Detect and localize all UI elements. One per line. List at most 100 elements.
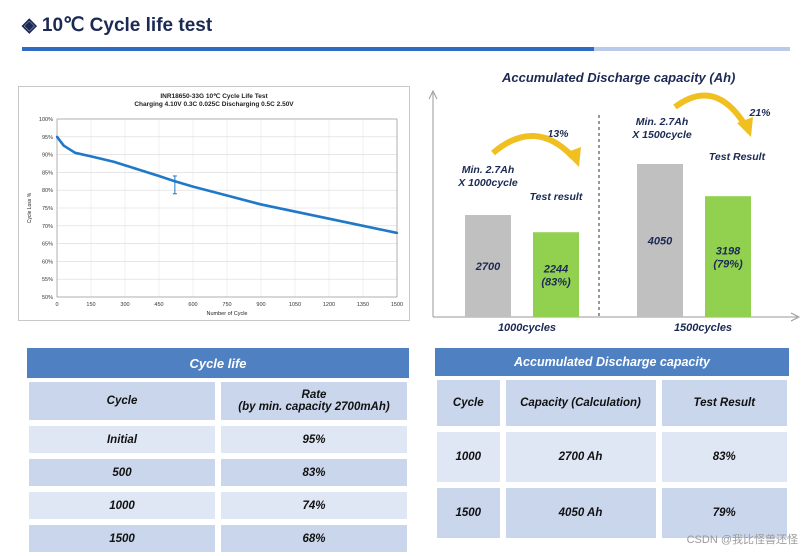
capacity-cell: 2700 Ah bbox=[503, 430, 658, 484]
test-result-value-label: 2244 bbox=[543, 264, 568, 276]
plot-frame bbox=[56, 118, 398, 298]
y-tick-label: 100% bbox=[39, 117, 53, 123]
cycle-table-header-rate: Rate (by min. capacity 2700mAh) bbox=[219, 380, 409, 422]
cycle-table-title: Cycle life bbox=[27, 348, 409, 378]
category-label: 1500cycles bbox=[674, 322, 732, 334]
rate-cell: 68% bbox=[219, 523, 409, 554]
title-rule-secondary bbox=[594, 47, 790, 51]
capacity-table: Accumulated Discharge capacity Cycle Cap… bbox=[433, 346, 791, 542]
data-point bbox=[62, 144, 65, 147]
cycle-cell: Initial bbox=[27, 424, 217, 455]
x-tick-label: 600 bbox=[188, 302, 197, 308]
page-title: ◈ 10℃ Cycle life test bbox=[22, 14, 212, 37]
x-tick-label: 750 bbox=[222, 302, 231, 308]
min-capacity-bar bbox=[637, 164, 683, 317]
cycle-life-table: Cycle life Cycle Rate (by min. capacity … bbox=[25, 346, 411, 556]
y-axis-arrow bbox=[428, 89, 438, 100]
data-point bbox=[327, 217, 331, 220]
category-label: 1000cycles bbox=[498, 322, 556, 334]
x-tick-label: 450 bbox=[154, 302, 163, 308]
decrease-arrow bbox=[673, 92, 748, 127]
y-tick-label: 65% bbox=[42, 242, 53, 248]
data-point bbox=[225, 194, 229, 197]
x-tick-label: 300 bbox=[120, 302, 129, 308]
data-point bbox=[259, 203, 263, 206]
capacity-table-header-result: Test Result bbox=[659, 378, 789, 428]
x-tick-label: 150 bbox=[86, 302, 95, 308]
table-row: 500 83% bbox=[27, 457, 409, 488]
min-capacity-bar bbox=[465, 215, 511, 317]
x-tick-label: 0 bbox=[55, 302, 58, 308]
x-tick-label: 1350 bbox=[357, 302, 369, 308]
data-point bbox=[112, 160, 115, 163]
cycle-life-chart: INR18650-33G 10℃ Cycle Life Test Chargin… bbox=[18, 86, 410, 321]
line-chart-title: INR18650-33G 10℃ Cycle Life Test bbox=[160, 93, 268, 100]
decrease-arrow-head bbox=[565, 147, 581, 167]
data-point bbox=[191, 185, 195, 188]
min-annotation: X 1000cycle bbox=[457, 177, 518, 189]
rate-cell: 95% bbox=[219, 424, 409, 455]
data-point bbox=[73, 151, 77, 155]
cycle-cell: 1000 bbox=[27, 490, 217, 521]
cycle-cell: 1500 bbox=[435, 486, 502, 540]
data-point bbox=[293, 210, 297, 213]
y-tick-label: 60% bbox=[42, 259, 53, 265]
rate-cell: 83% bbox=[219, 457, 409, 488]
table-row: 1000 74% bbox=[27, 490, 409, 521]
rate-cell: 74% bbox=[219, 490, 409, 521]
cycle-cell: 500 bbox=[27, 457, 217, 488]
x-tick-label: 1050 bbox=[289, 302, 301, 308]
capacity-table-header-cycle: Cycle bbox=[435, 378, 502, 428]
y-axis-label: Cycle Loss % bbox=[27, 192, 33, 223]
title-rule-primary bbox=[22, 47, 594, 51]
table-row: Initial 95% bbox=[27, 424, 409, 455]
decrease-arrow-head bbox=[737, 117, 753, 137]
x-axis-label: Number of Cycle bbox=[207, 311, 248, 317]
cycle-table-header-cycle: Cycle bbox=[27, 380, 217, 422]
x-tick-label: 1500 bbox=[391, 302, 403, 308]
result-cell: 79% bbox=[659, 486, 789, 540]
y-tick-label: 75% bbox=[42, 206, 53, 212]
y-tick-label: 80% bbox=[42, 188, 53, 194]
watermark: CSDN @我比怪兽还怪 bbox=[686, 534, 798, 546]
test-result-annotation: Test Result bbox=[709, 151, 766, 163]
test-result-bar bbox=[533, 232, 579, 317]
y-tick-label: 55% bbox=[42, 277, 53, 283]
test-result-value-label: 3198 bbox=[716, 246, 741, 258]
result-cell: 83% bbox=[659, 430, 789, 484]
data-point bbox=[135, 167, 138, 171]
bar-chart-svg: 2700 2244(83%) 1000cycles 4050 3198(79%) 1500… bbox=[428, 89, 801, 334]
table-row: 1000 2700 Ah 83% bbox=[435, 430, 789, 484]
data-point bbox=[395, 231, 399, 235]
y-tick-label: 85% bbox=[42, 170, 53, 176]
diamond-icon: ◈ bbox=[22, 15, 37, 36]
data-point bbox=[157, 174, 161, 178]
line-chart-subtitle: Charging 4.10V 0.3C 0.025C Discharging 0… bbox=[134, 101, 294, 108]
x-tick-label: 900 bbox=[256, 302, 265, 308]
page-title-text: 10℃ Cycle life test bbox=[41, 15, 213, 36]
decrease-percent-label: 13% bbox=[547, 128, 569, 140]
min-annotation: Min. 2.7Ah bbox=[636, 116, 689, 128]
x-tick-label: 1200 bbox=[323, 302, 335, 308]
min-annotation: X 1500cycle bbox=[631, 129, 692, 141]
line-chart-svg: 50% 55% 60% 65% 70% 75% 80% 85% 90% 95% 100% 0 150 30… bbox=[27, 117, 403, 317]
decrease-arrow bbox=[491, 132, 576, 160]
table-row: 1500 68% bbox=[27, 523, 409, 554]
cycle-cell: 1500 bbox=[27, 523, 217, 554]
data-point bbox=[55, 135, 59, 138]
min-capacity-value-label: 4050 bbox=[647, 236, 673, 248]
min-annotation: Min. 2.7Ah bbox=[462, 164, 515, 176]
cycle-cell: 1000 bbox=[435, 430, 502, 484]
capacity-cell: 4050 Ah bbox=[503, 486, 658, 540]
y-tick-label: 50% bbox=[42, 295, 53, 301]
test-result-value-label: (79%) bbox=[713, 259, 743, 271]
min-capacity-value-label: 2700 bbox=[475, 261, 501, 273]
y-tick-label: 70% bbox=[42, 224, 53, 230]
test-result-annotation: Test result bbox=[530, 191, 583, 203]
y-tick-label: 90% bbox=[42, 153, 53, 159]
bar-chart-title: Accumulated Discharge capacity (Ah) bbox=[502, 70, 736, 85]
data-point bbox=[89, 155, 93, 158]
capacity-table-header-capacity: Capacity (Calculation) bbox=[503, 378, 658, 428]
y-tick-label: 95% bbox=[42, 135, 53, 141]
x-axis-arrow bbox=[790, 312, 801, 322]
